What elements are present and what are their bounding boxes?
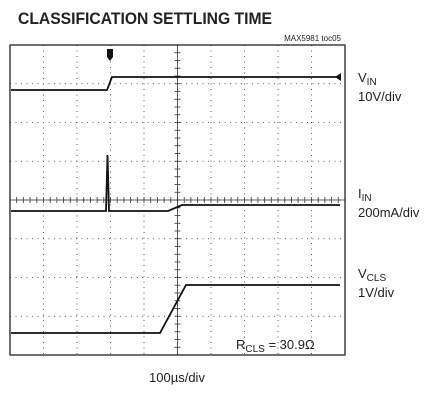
screen-frame [9, 44, 346, 356]
channel-scale: 1V/div [358, 285, 395, 300]
graticule [10, 45, 345, 355]
annotation-subscript: CLS [245, 344, 265, 355]
channel-scale: 200mA/div [358, 205, 420, 220]
vcls-trace [11, 284, 340, 334]
figure-tag: MAX5981 toc05 [284, 34, 341, 43]
channel-name: V [358, 266, 367, 281]
channel-subscript: CLS [367, 273, 387, 284]
channel-label: VIN [358, 70, 377, 88]
channel-name: I [358, 186, 362, 201]
vin-marker [335, 73, 341, 81]
annotation-name: R [236, 337, 245, 352]
channel-subscript: IN [367, 77, 377, 88]
trigger-marker [107, 49, 113, 61]
title: CLASSIFICATION SETTLING TIME [18, 9, 272, 28]
channel-subscript: IN [362, 193, 372, 204]
channel-scale: 10V/div [358, 89, 402, 104]
annotation: RCLS = 30.9Ω [236, 337, 315, 355]
channel-label: IIN [358, 186, 372, 204]
channel-label: VCLS [358, 266, 386, 284]
annotation-text: = 30.9Ω [265, 337, 315, 352]
vin-trace [11, 76, 340, 91]
timebase: 100µs/div [149, 370, 205, 385]
channel-name: V [358, 70, 367, 85]
iin-trace [11, 154, 340, 212]
